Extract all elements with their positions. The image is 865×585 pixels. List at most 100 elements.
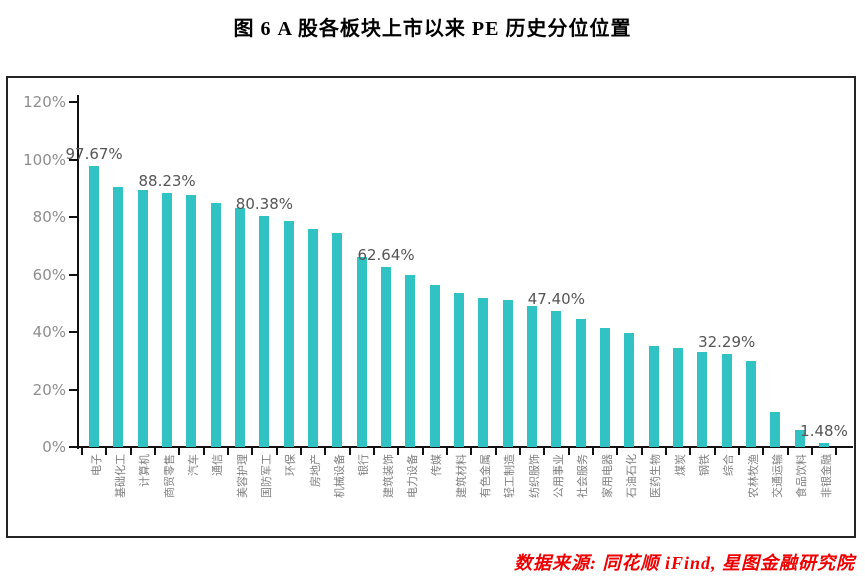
bar-value-label: 88.23% [138, 172, 196, 191]
y-axis-tick-label: 0% [42, 438, 66, 456]
bar-value-label: 32.29% [698, 333, 756, 352]
bar [113, 186, 124, 447]
y-axis-tick [69, 388, 77, 391]
x-axis-category-label: 煤炭 [673, 454, 687, 476]
x-axis-tick [324, 448, 327, 455]
x-axis-tick [810, 448, 813, 455]
y-axis-tick [69, 273, 77, 276]
x-axis-tick [348, 448, 351, 455]
x-axis-tick [299, 448, 302, 455]
x-axis-category-label: 有色金属 [478, 454, 492, 498]
y-axis-tick-label: 80% [32, 208, 66, 226]
x-axis-tick [129, 448, 132, 455]
y-axis-tick-label: 40% [32, 323, 66, 341]
x-axis-category-label: 综合 [722, 454, 736, 476]
x-axis-category-label: 交通运输 [770, 454, 784, 498]
x-axis-category-label: 建筑装饰 [381, 454, 395, 498]
bar-value-label: 62.64% [357, 245, 415, 264]
x-axis-category-label: 家用电器 [600, 454, 614, 498]
bar [356, 257, 367, 447]
bar-value-label: 47.40% [527, 289, 585, 308]
bar-value-label: 80.38% [235, 194, 294, 213]
x-axis-category-label: 食品饮料 [795, 454, 809, 498]
bar [186, 195, 197, 447]
x-axis-tick [445, 448, 448, 455]
x-axis-category-label: 房地产 [308, 454, 322, 487]
x-axis-tick [543, 448, 546, 455]
x-axis-category-label: 石油石化 [624, 454, 638, 498]
bar [794, 430, 805, 447]
x-axis-tick [275, 448, 278, 455]
bar [770, 411, 781, 447]
bar [405, 274, 416, 447]
y-axis-tick-label: 60% [32, 265, 66, 284]
y-axis-tick [69, 101, 77, 103]
bar [819, 442, 829, 447]
bar [210, 202, 221, 447]
x-axis-spine [77, 446, 853, 448]
bar [308, 228, 319, 447]
x-axis-tick [518, 448, 521, 455]
bar [575, 319, 586, 447]
bar [89, 166, 100, 447]
y-axis-tick-label: 100% [23, 150, 66, 169]
x-axis-tick [397, 448, 400, 455]
x-axis-tick [470, 448, 473, 455]
bar [381, 266, 392, 447]
x-axis-category-label: 轻工制造 [503, 454, 517, 498]
bar [235, 208, 246, 447]
x-axis-tick [737, 448, 740, 455]
bar [527, 306, 538, 447]
x-axis-tick [153, 448, 156, 455]
bar [478, 297, 489, 447]
bar [332, 232, 343, 447]
x-axis-tick [664, 448, 667, 455]
x-axis-category-label: 钢铁 [697, 454, 711, 476]
bar [429, 284, 440, 447]
x-axis-category-label: 公用事业 [551, 454, 565, 498]
x-axis-tick [251, 448, 254, 455]
x-axis-category-label: 美容护理 [235, 454, 249, 498]
bar [454, 293, 465, 447]
x-axis-tick [494, 448, 497, 455]
x-axis-category-label: 通信 [211, 454, 225, 476]
x-axis-category-label: 传媒 [430, 454, 444, 476]
x-axis-category-label: 汽车 [186, 454, 200, 476]
bar [259, 215, 270, 447]
x-axis-category-label: 基础化工 [113, 454, 127, 498]
x-axis-tick [372, 448, 375, 455]
x-axis-tick [202, 448, 205, 455]
bar-value-label: 97.67% [65, 145, 123, 164]
x-axis-tick [105, 448, 108, 455]
y-axis-tick [69, 216, 77, 218]
bar [137, 189, 148, 447]
x-axis-tick [713, 448, 716, 455]
bar [624, 333, 635, 447]
bar [721, 354, 732, 447]
x-axis-tick [421, 448, 424, 455]
x-axis-tick [689, 448, 692, 455]
bar [600, 327, 611, 447]
x-axis-category-label: 纺织服饰 [527, 454, 541, 498]
x-axis-tick [226, 448, 229, 455]
bar [697, 352, 708, 447]
x-axis-tick [80, 448, 83, 455]
x-axis-category-label: 银行 [357, 454, 371, 476]
x-axis-category-label: 建筑材料 [454, 454, 468, 498]
y-axis-tick [69, 446, 77, 448]
bar [502, 300, 513, 447]
bar [162, 193, 173, 447]
x-axis-category-label: 环保 [284, 454, 298, 476]
y-axis-tick [69, 158, 77, 161]
x-axis-category-label: 电子 [89, 454, 103, 476]
y-axis-spine [77, 95, 79, 449]
bar [551, 310, 562, 447]
x-axis-category-label: 国防军工 [259, 454, 273, 498]
x-axis-category-label: 社会服务 [576, 454, 590, 498]
chart-title: 图 6 A 股各板块上市以来 PE 历史分位位置 [233, 18, 632, 40]
bar-value-label: 1.48% [800, 421, 848, 440]
x-axis-tick [640, 448, 643, 455]
y-axis-tick [69, 331, 77, 333]
chart-frame [6, 76, 856, 538]
